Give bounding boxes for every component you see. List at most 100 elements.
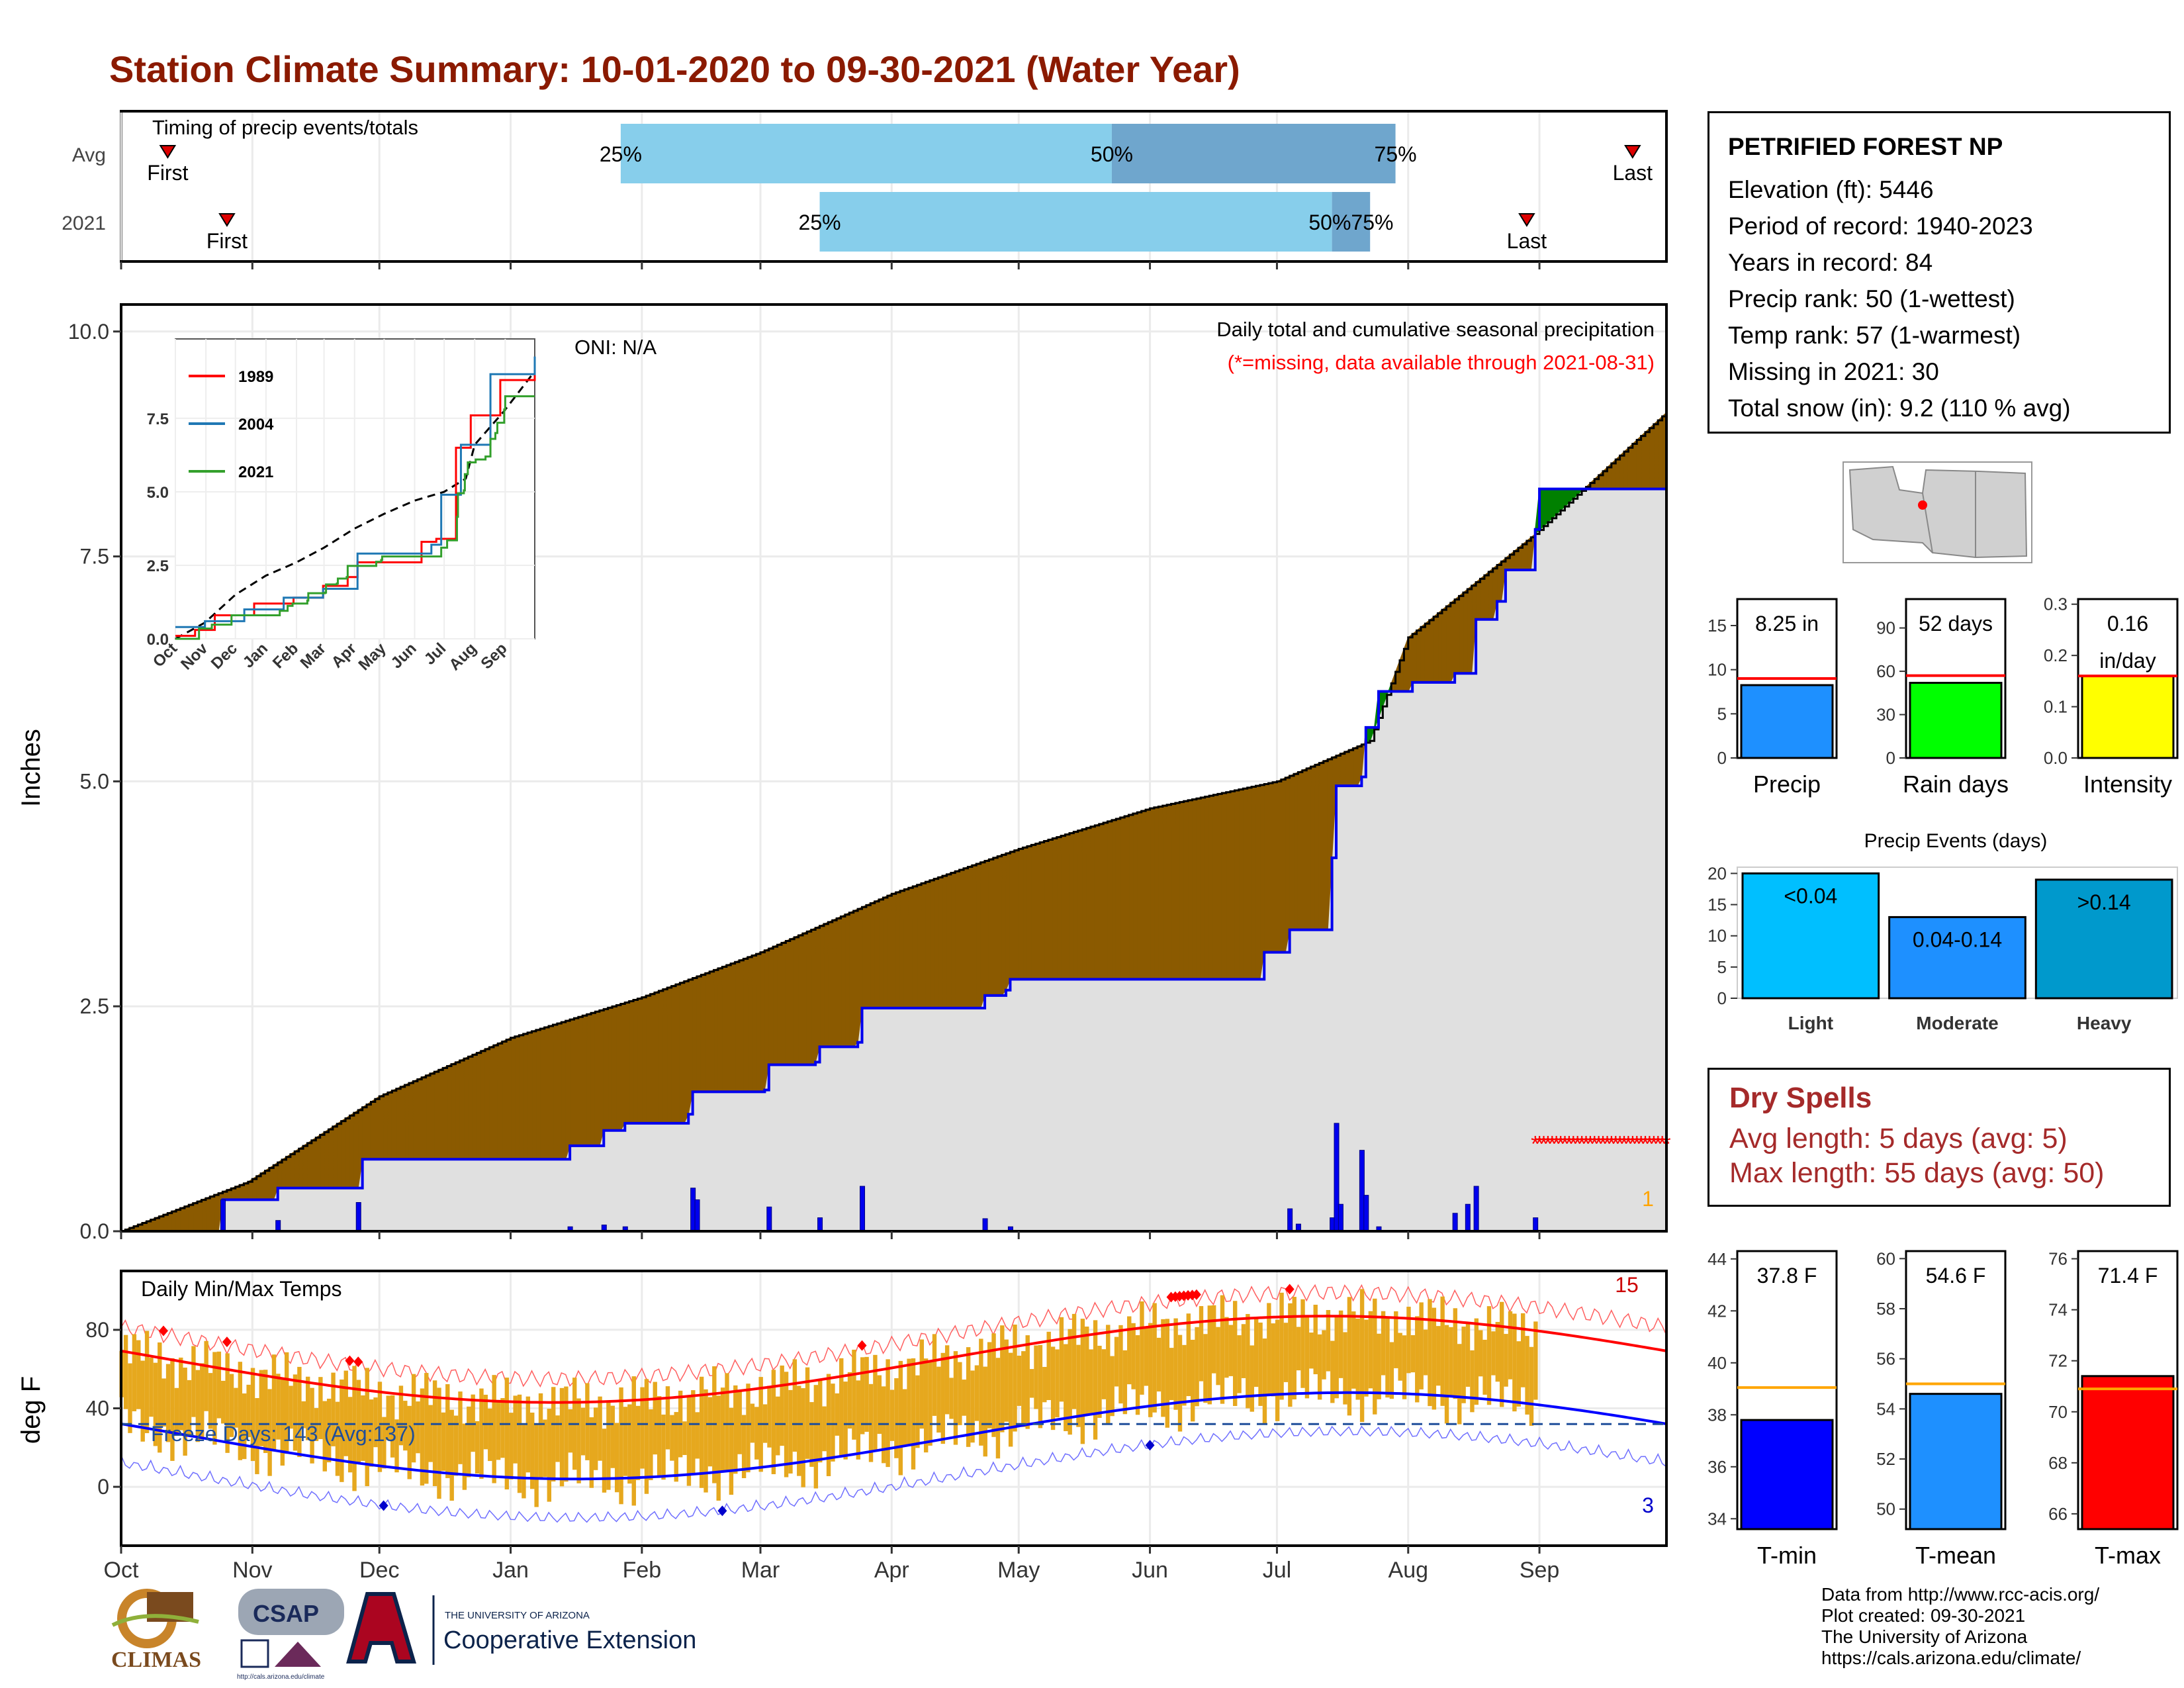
daily-temp-bar: [1241, 1324, 1246, 1378]
daily-temp-bar: [1182, 1344, 1187, 1406]
daily-temp-bar: [886, 1359, 890, 1468]
gauge-tick-label: 42: [1707, 1301, 1727, 1321]
daily-temp-bar: [792, 1359, 797, 1452]
daily-temp-bar: [1479, 1330, 1483, 1377]
daily-temp-bar: [559, 1387, 565, 1487]
daily-temp-bar: [564, 1386, 569, 1482]
daily-temp-bar: [398, 1385, 404, 1446]
daily-temp-bar: [204, 1340, 208, 1411]
daily-temp-bar: [784, 1372, 789, 1477]
page-title: Station Climate Summary: 10-01-2020 to 0…: [109, 48, 1240, 90]
daily-temp-bar: [704, 1389, 708, 1493]
missing-marker: *: [1658, 1131, 1666, 1156]
daily-temp-bar: [361, 1395, 365, 1461]
daily-temp-bar: [144, 1331, 150, 1433]
daily-temp-bar: [322, 1401, 327, 1472]
daily-temp-bar: [1008, 1352, 1013, 1447]
daily-temp-bar: [1373, 1298, 1377, 1415]
daily-temp-bar: [1292, 1297, 1297, 1400]
daily-temp-bar: [1122, 1350, 1128, 1415]
events-bar-label: <0.04: [1784, 884, 1837, 908]
daily-temp-bar: [1385, 1318, 1390, 1398]
daily-temp-bar: [1191, 1339, 1195, 1422]
daily-temp-bar: [631, 1376, 636, 1506]
gauge-value-label: 37.8 F: [1757, 1264, 1817, 1288]
daily-temp-bar: [216, 1351, 222, 1419]
daily-temp-bar: [1253, 1317, 1259, 1387]
daily-temp-bar: [1309, 1333, 1314, 1369]
gauge-value-label: 71.4 F: [2098, 1264, 2158, 1288]
daily-temp-bar: [420, 1388, 425, 1486]
dry-spells-avg: Avg length: 5 days (avg: 5): [1729, 1123, 2068, 1154]
gauge-tick-label: 0.0: [2044, 748, 2068, 768]
daily-temp-bar: [1300, 1299, 1305, 1388]
p50-label: 50%: [1091, 142, 1133, 166]
gauge-label: T-max: [2095, 1542, 2161, 1569]
daily-temp-bar: [1211, 1305, 1216, 1374]
daily-temp-bar: [1461, 1327, 1466, 1403]
events-category-label: Light: [1788, 1013, 1833, 1033]
inset-y-tick-label: 2.5: [147, 557, 169, 575]
daily-temp-bar: [741, 1415, 747, 1479]
gauge-tick-label: 58: [1876, 1299, 1895, 1319]
missing-marker: *: [1565, 1131, 1573, 1156]
daily-temp-bar: [365, 1368, 369, 1487]
daily-temp-bar: [644, 1379, 649, 1494]
gauge-tick-label: 90: [1876, 618, 1895, 638]
daily-temp-bar: [191, 1346, 196, 1417]
daily-temp-bar: [589, 1417, 594, 1488]
timing-row-label: 2021: [62, 212, 106, 234]
daily-temp-bar: [1224, 1317, 1229, 1378]
daily-temp-bar: [1495, 1321, 1500, 1382]
daily-temp-bar: [966, 1347, 971, 1447]
daily-temp-bar: [1055, 1349, 1060, 1418]
inset-series-2021: [175, 395, 535, 640]
daily-temp-bar: [1359, 1289, 1365, 1423]
daily-temp-bar: [839, 1358, 844, 1457]
daily-temp-bar: [725, 1373, 729, 1471]
daily-temp-bar: [416, 1401, 420, 1454]
first-label: First: [147, 161, 188, 185]
daily-temp-bar: [318, 1377, 323, 1440]
gauge-tick-label: 0: [1717, 748, 1727, 768]
daily-temp-bar: [1025, 1335, 1030, 1429]
logo-strip: CLIMAS CSAP http://cals.arizona.edu/clim…: [106, 1582, 741, 1685]
station-period: Period of record: 1940-2023: [1728, 212, 2033, 240]
daily-temp-bar: [813, 1385, 819, 1489]
daily-temp-bar: [1085, 1327, 1089, 1416]
daily-temp-bar: [1004, 1339, 1009, 1422]
daily-temp-bar: [623, 1407, 628, 1476]
normal-min-line: [120, 1391, 1667, 1481]
daily-temp-bar: [1415, 1316, 1420, 1403]
daily-temp-bar: [453, 1415, 459, 1476]
daily-temp-bar: [1432, 1307, 1437, 1410]
daily-temp-bar: [1355, 1318, 1360, 1400]
daily-temp-bar: [576, 1398, 581, 1483]
daily-temp-bar: [932, 1334, 937, 1416]
daily-temp-bar: [174, 1387, 179, 1434]
daily-temp-bar: [1504, 1334, 1508, 1387]
daily-temp-bar: [1313, 1305, 1318, 1375]
daily-temp-bar: [898, 1360, 903, 1476]
daily-temp-bar: [1246, 1314, 1250, 1409]
daily-temp-bar: [627, 1404, 632, 1484]
gauge-value-label: 52 days: [1919, 612, 1993, 635]
gauge-tick-label: 30: [1876, 705, 1895, 725]
daily-temp-bar: [1131, 1323, 1136, 1389]
timing-bar-25-50: [819, 192, 1332, 252]
missing-marker: *: [1556, 1131, 1565, 1156]
daily-temp-bar: [225, 1353, 230, 1453]
missing-marker: *: [1598, 1131, 1607, 1156]
station-elevation: Elevation (ft): 5446: [1728, 176, 1934, 203]
daily-temp-bar: [889, 1389, 895, 1441]
daily-temp-bar: [1486, 1306, 1492, 1405]
daily-temp-bar: [238, 1362, 243, 1460]
daily-temp-bar: [343, 1370, 348, 1456]
gauge-tick-label: 40: [1707, 1353, 1727, 1373]
month-label: Nov: [232, 1558, 272, 1583]
daily-temp-bar: [326, 1398, 332, 1463]
daily-temp-bar: [458, 1391, 463, 1464]
daily-temp-bar: [475, 1421, 480, 1474]
daily-temp-bar: [347, 1397, 353, 1473]
missing-marker: *: [1582, 1131, 1590, 1156]
